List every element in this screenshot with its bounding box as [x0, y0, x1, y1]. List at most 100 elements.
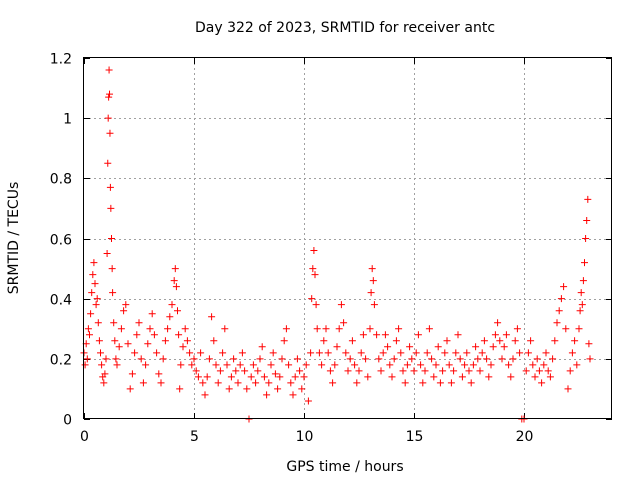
- data-point: [269, 349, 277, 357]
- data-point: [100, 379, 108, 387]
- data-point: [500, 343, 508, 351]
- x-tick-label: 10: [296, 429, 314, 445]
- data-point: [463, 349, 471, 357]
- data-point: [91, 280, 99, 288]
- y-tick-label: 0.8: [50, 172, 72, 188]
- data-point: [144, 340, 152, 348]
- data-point: [472, 343, 480, 351]
- data-point: [573, 361, 581, 369]
- data-point: [128, 370, 136, 378]
- data-point: [581, 259, 588, 267]
- data-point: [84, 325, 92, 333]
- data-point: [282, 325, 290, 333]
- data-point: [309, 265, 317, 273]
- data-point: [93, 295, 101, 303]
- data-point: [524, 349, 532, 357]
- data-point: [188, 361, 196, 369]
- data-point: [434, 343, 442, 351]
- data-point: [89, 271, 97, 279]
- x-tick-label: 0: [80, 429, 89, 445]
- data-point: [107, 204, 115, 212]
- data-point: [94, 319, 102, 327]
- data-point: [274, 385, 282, 393]
- x-tick-label: 5: [190, 429, 199, 445]
- data-point: [133, 331, 141, 339]
- data-point: [408, 355, 416, 363]
- data-point: [412, 349, 420, 357]
- data-point: [465, 367, 473, 375]
- data-point: [104, 159, 112, 167]
- data-point: [137, 355, 145, 363]
- data-point: [395, 325, 403, 333]
- data-point: [171, 265, 179, 273]
- data-point: [102, 355, 110, 363]
- data-point: [225, 385, 233, 393]
- data-point: [340, 319, 348, 327]
- data-point: [509, 355, 517, 363]
- data-point: [108, 235, 115, 242]
- data-point: [183, 337, 191, 345]
- data-point: [502, 331, 510, 339]
- data-point: [293, 355, 301, 363]
- data-point: [322, 325, 330, 333]
- data-point: [578, 301, 586, 309]
- data-point: [176, 385, 184, 393]
- data-point: [335, 325, 343, 333]
- data-point: [399, 367, 407, 375]
- data-point: [280, 337, 288, 345]
- data-point: [511, 337, 519, 345]
- data-point: [564, 385, 572, 393]
- data-point: [522, 367, 530, 375]
- data-point: [445, 361, 453, 369]
- data-point: [192, 367, 200, 375]
- data-point: [210, 337, 218, 345]
- data-point: [542, 349, 550, 357]
- data-point: [168, 301, 176, 309]
- data-point: [566, 367, 574, 375]
- y-tick-label: 0.4: [50, 293, 72, 309]
- data-point: [535, 367, 543, 375]
- data-point: [346, 355, 354, 363]
- data-point: [234, 379, 242, 387]
- data-point: [106, 183, 114, 191]
- data-point: [531, 373, 539, 381]
- data-point: [298, 385, 306, 393]
- data-point: [199, 379, 207, 387]
- data-point: [166, 313, 174, 321]
- y-tick-label: 0.6: [50, 233, 72, 249]
- data-point: [357, 349, 365, 357]
- data-point: [212, 361, 220, 369]
- data-point: [390, 355, 398, 363]
- data-point: [236, 361, 244, 369]
- data-point: [315, 349, 323, 357]
- data-point: [113, 361, 121, 369]
- data-point: [203, 373, 211, 381]
- data-point: [555, 307, 563, 315]
- data-point: [458, 373, 466, 381]
- data-point: [533, 355, 541, 363]
- data-point: [97, 349, 104, 357]
- data-point: [496, 337, 504, 345]
- data-point: [90, 259, 98, 267]
- data-point: [175, 331, 183, 339]
- data-point: [329, 379, 337, 387]
- data-point: [478, 349, 486, 357]
- data-point: [348, 337, 356, 345]
- data-point: [177, 361, 185, 369]
- data-point: [353, 379, 361, 387]
- data-point: [326, 367, 334, 375]
- data-point: [170, 277, 178, 285]
- data-point: [483, 355, 491, 363]
- data-point: [384, 343, 392, 351]
- data-point: [265, 379, 273, 387]
- data-point: [439, 367, 447, 375]
- data-point: [406, 343, 414, 351]
- data-point: [214, 379, 222, 387]
- data-point: [197, 349, 205, 357]
- data-point: [366, 325, 374, 333]
- data-point: [401, 379, 409, 387]
- data-point: [307, 349, 315, 357]
- data-point: [108, 265, 116, 273]
- data-point: [310, 247, 318, 255]
- data-point: [230, 355, 238, 363]
